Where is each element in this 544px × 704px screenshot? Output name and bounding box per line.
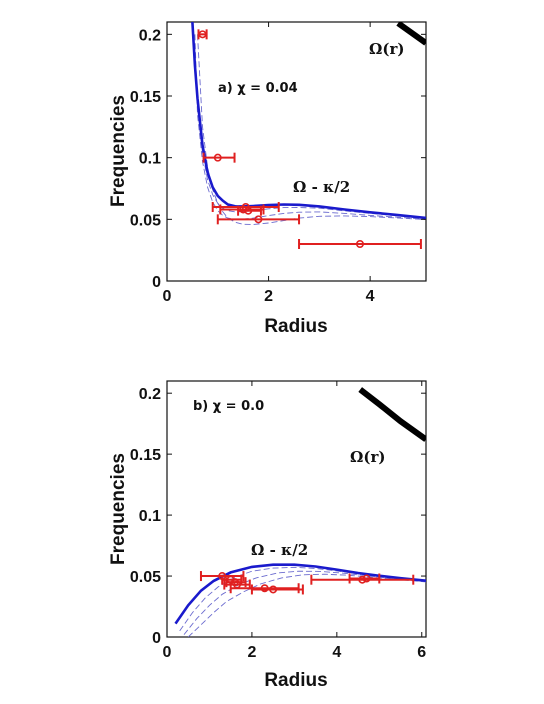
error-point-a: [202, 152, 236, 163]
error-point-b: [250, 584, 304, 595]
y-tick-label-a: 0.2: [139, 27, 161, 44]
dashed-curve-a: [197, 34, 426, 225]
omega-r-curve-b: [358, 387, 426, 442]
y-tick-label-a: 0: [152, 274, 161, 291]
y-tick-label-a: 0.15: [130, 89, 161, 106]
x-tick-label-a: 0: [163, 288, 172, 305]
data-point-marker: [269, 585, 278, 594]
data-point-marker: [362, 574, 371, 583]
omega-kappa-label-a: Ω - κ/2: [293, 178, 350, 196]
error-point-a: [216, 214, 301, 225]
y-axis-label-b: Frequencies: [108, 453, 129, 565]
data-point-marker: [198, 30, 207, 39]
dashed-curve-b: [187, 573, 426, 637]
panel-label-b: b) χ = 0.0: [193, 399, 264, 414]
error-point-a: [237, 205, 262, 216]
data-point-marker: [244, 206, 253, 215]
x-tick-label-b: 4: [332, 644, 341, 661]
panel-b: b) χ = 0.0 Ω - κ/2 Ω(r) Radius Frequenci…: [108, 380, 427, 691]
x-tick-label-a: 2: [264, 288, 273, 305]
y-tick-label-b: 0.05: [130, 569, 161, 586]
y-tick-label-b: 0.2: [139, 386, 161, 403]
y-axis-label-a: Frequencies: [108, 95, 129, 207]
plot-frame-b: [166, 380, 427, 638]
plot-area-b: [174, 387, 426, 637]
x-tick-label-b: 0: [163, 644, 172, 661]
y-tick-label-b: 0.15: [130, 447, 161, 464]
omega-r-curve-a: [396, 22, 426, 46]
x-tick-label-b: 6: [417, 644, 426, 661]
y-tick-label-a: 0.05: [130, 212, 161, 229]
error-point-a: [298, 239, 422, 249]
x-axis-label-a: Radius: [264, 316, 327, 337]
data-point-marker: [355, 240, 364, 249]
omega-r-label-a: Ω(r): [369, 40, 404, 58]
panel-a: a) χ = 0.04 Ω - κ/2 Ω(r) Radius Frequenc…: [108, 21, 427, 337]
omega-kappa-label-b: Ω - κ/2: [251, 541, 308, 559]
data-point-marker: [260, 584, 269, 593]
y-tick-label-b: 0: [152, 630, 161, 647]
omega-r-label-b: Ω(r): [350, 448, 385, 466]
x-axis-label-b: Radius: [264, 670, 327, 691]
dashed-curve-b: [183, 570, 426, 635]
omega-minus-kappa-curve-b: [174, 563, 426, 625]
error-point-b: [310, 574, 415, 585]
y-tick-label-b: 0.1: [139, 508, 161, 525]
data-point-marker: [358, 575, 367, 584]
x-tick-label-b: 2: [247, 644, 256, 661]
panel-label-a: a) χ = 0.04: [218, 81, 298, 96]
data-point-marker: [213, 153, 222, 162]
error-point-b: [229, 583, 300, 594]
y-tick-label-a: 0.1: [139, 151, 161, 168]
plot-frame-a: [166, 21, 427, 282]
error-point-b: [348, 573, 381, 584]
data-point-marker: [254, 215, 263, 224]
x-tick-label-a: 4: [366, 288, 375, 305]
error-point-a: [197, 29, 208, 40]
